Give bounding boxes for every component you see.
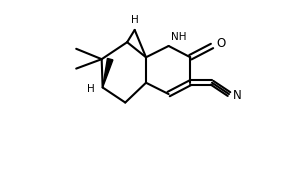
Text: H: H — [87, 84, 95, 94]
Text: NH: NH — [171, 32, 186, 42]
Text: O: O — [217, 37, 226, 50]
Text: N: N — [233, 89, 241, 102]
Text: H: H — [131, 16, 139, 25]
Polygon shape — [102, 59, 113, 87]
